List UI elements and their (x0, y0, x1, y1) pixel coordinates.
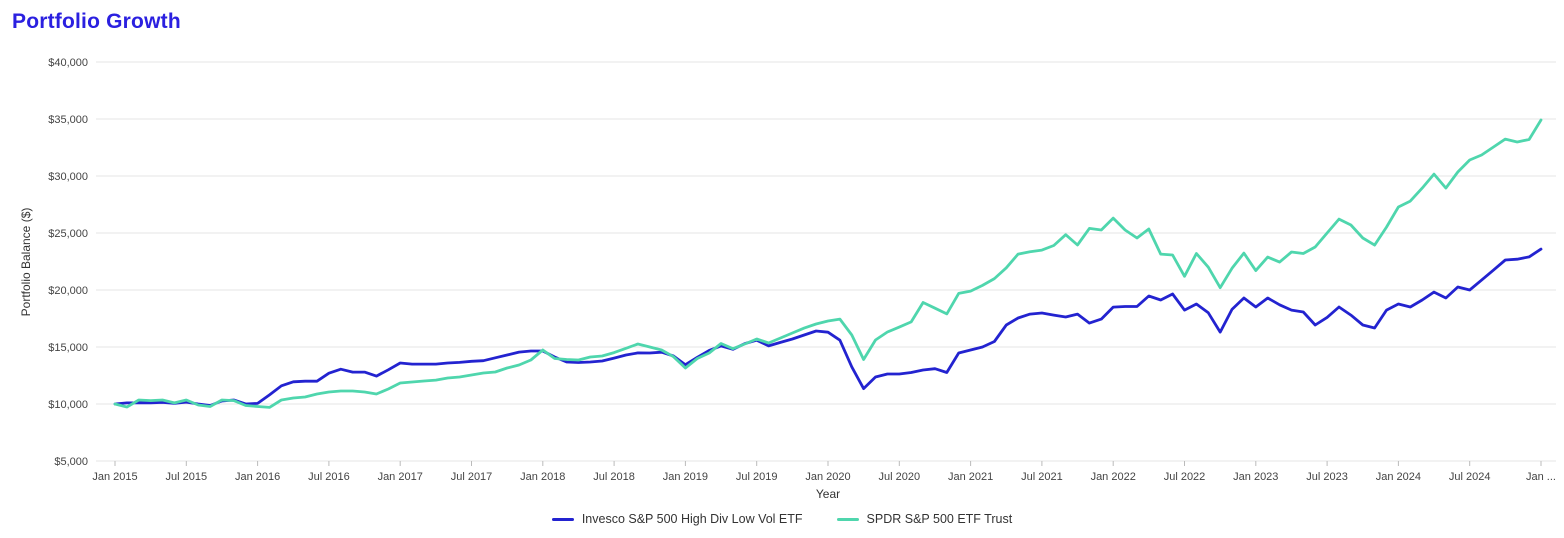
y-tick-label: $15,000 (48, 342, 88, 354)
y-tick-label: $5,000 (54, 456, 88, 468)
legend-item-spdr[interactable]: SPDR S&P 500 ETF Trust (836, 512, 1013, 526)
x-tick-label: Jan 2015 (92, 471, 137, 483)
x-tick-label: Jul 2019 (736, 471, 778, 483)
y-tick-label: $10,000 (48, 399, 88, 411)
data-series-lines (113, 118, 1543, 409)
x-axis-ticks: Jan 2015 Jul 2015 Jan 2016 Jul 2016 Jan 2017… (92, 461, 1556, 483)
y-axis-title: Portfolio Balance ($) (19, 208, 33, 317)
x-tick-label: Jan ... (1526, 471, 1556, 483)
x-tick-label: Jan 2020 (805, 471, 850, 483)
x-tick-label: Jul 2020 (879, 471, 921, 483)
x-tick-label: Jul 2022 (1164, 471, 1206, 483)
x-tick-label: Jan 2017 (378, 471, 423, 483)
x-tick-label: Jan 2019 (663, 471, 708, 483)
y-tick-label: $35,000 (48, 114, 88, 126)
x-tick-label: Jul 2017 (451, 471, 493, 483)
x-tick-label: Jul 2018 (593, 471, 635, 483)
x-tick-label: Jul 2023 (1306, 471, 1348, 483)
page-title: Portfolio Growth (12, 10, 181, 33)
legend-line-swatch-spdr (836, 517, 859, 521)
x-tick-label: Jan 2016 (235, 471, 280, 483)
x-tick-label: Jan 2022 (1091, 471, 1136, 483)
x-tick-label: Jul 2024 (1449, 471, 1491, 483)
legend-label-spdr: SPDR S&P 500 ETF Trust (866, 512, 1013, 526)
x-axis-title: Year (816, 487, 840, 501)
x-tick-label: Jul 2016 (308, 471, 350, 483)
x-tick-label: Jul 2015 (166, 471, 208, 483)
y-tick-label: $30,000 (48, 171, 88, 183)
y-tick-label: $25,000 (48, 228, 88, 240)
x-tick-label: Jul 2021 (1021, 471, 1063, 483)
x-tick-label: Jan 2018 (520, 471, 565, 483)
y-tick-label: $20,000 (48, 285, 88, 297)
legend-line-swatch-invesco (551, 517, 574, 521)
series-line-0 (113, 247, 1543, 407)
x-tick-label: Jan 2021 (948, 471, 993, 483)
y-axis-tick-labels: $40,000 $35,000 $30,000 $25,000 $20,000 $15,0… (48, 57, 88, 468)
y-tick-label: $40,000 (48, 57, 88, 69)
chart-legend: Invesco S&P 500 High Div Low Vol ETF SPD… (0, 512, 1564, 526)
x-tick-label: Jan 2024 (1376, 471, 1421, 483)
x-tick-label: Jan 2023 (1233, 471, 1278, 483)
legend-label-invesco: Invesco S&P 500 High Div Low Vol ETF (581, 512, 803, 526)
gridlines (96, 61, 1556, 462)
series-line-1 (113, 118, 1543, 409)
legend-item-invesco[interactable]: Invesco S&P 500 High Div Low Vol ETF (551, 512, 803, 526)
